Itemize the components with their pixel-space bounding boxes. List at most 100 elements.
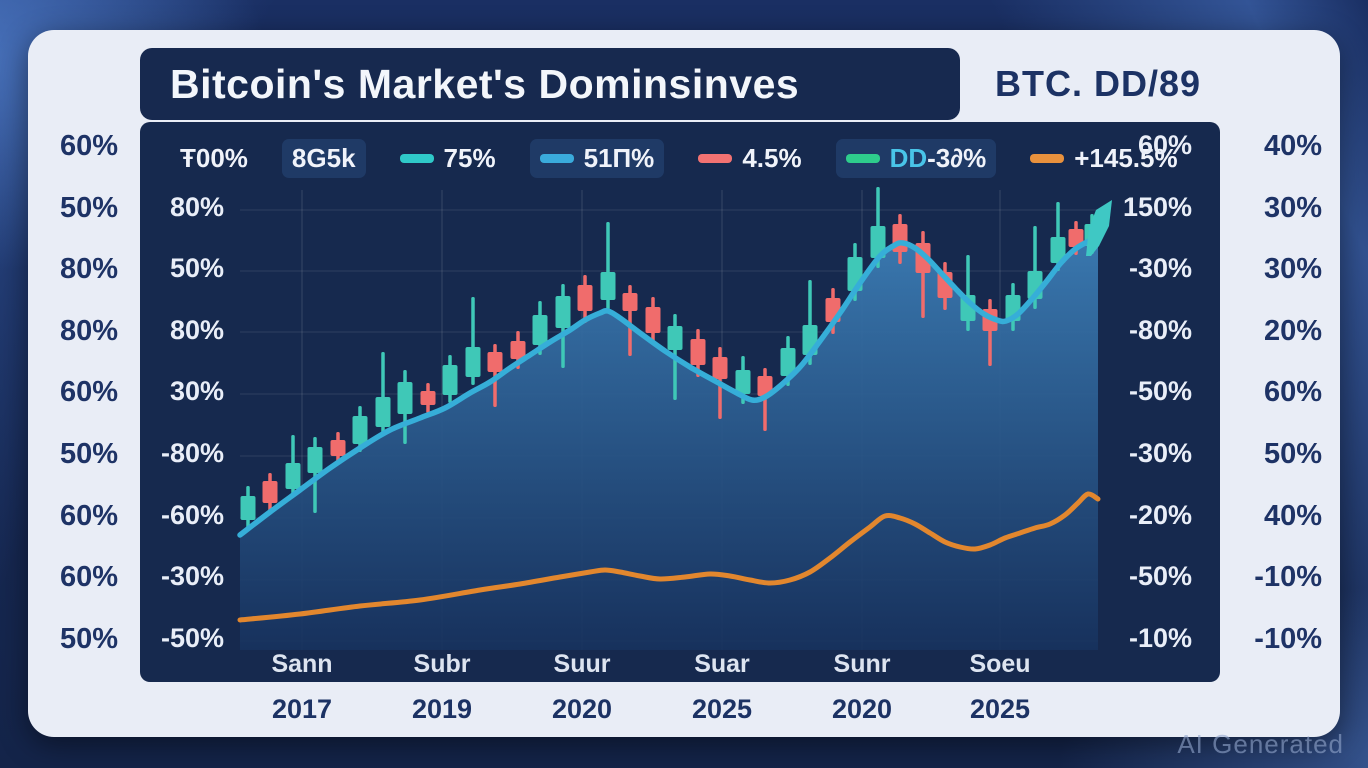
x-tick-label: 2017: [271, 694, 333, 724]
y-tick-label: 80%: [169, 191, 224, 222]
y-tick-label: 20%: [1263, 314, 1322, 347]
candle-body: [870, 226, 886, 258]
legend-label: DD-3∂%: [889, 142, 987, 173]
legend-swatch-icon: [1030, 153, 1065, 163]
chart-legend: Ŧ00% 8G5k 75% 51П% 4.5% DD-3∂% +145.5%: [170, 138, 1188, 178]
candle-body: [555, 296, 571, 328]
x-tick-label: Sann: [271, 650, 333, 678]
y-tick-label: 40%: [1263, 499, 1322, 532]
y-tick-label: 60%: [59, 376, 118, 409]
y-tick-label: 40%: [1263, 130, 1322, 162]
x-tick-label: 2019: [411, 694, 473, 724]
y-tick-label: 50%: [169, 253, 224, 284]
candle-body: [285, 463, 301, 489]
y-tick-label: 30%: [1263, 253, 1322, 286]
x-tick-label: Soeu: [969, 650, 1031, 678]
y-tick-label: -50%: [1128, 376, 1192, 407]
y-tick-label: -50%: [160, 622, 224, 653]
x-tick-label: 2020: [551, 694, 613, 724]
x-tick-label: Suar: [694, 650, 750, 678]
legend-label: 8G5k: [291, 142, 356, 173]
candle-body: [622, 293, 638, 311]
candle-body: [442, 365, 458, 395]
candle-body: [330, 440, 346, 456]
candle-body: [532, 315, 548, 345]
y-tick-label: 50%: [59, 622, 118, 655]
legend-label: +145.5%: [1074, 142, 1178, 173]
candle-body: [645, 307, 661, 333]
dominance-indicator-line: [237, 491, 1101, 623]
legend-item: 75%: [390, 139, 506, 178]
ai-generated-watermark: AI Generated: [1177, 729, 1344, 759]
y-tick-label: -30%: [1128, 438, 1192, 468]
candle-body: [757, 376, 773, 396]
y-tick-label: -50%: [1128, 561, 1192, 592]
legend-swatch-icon: [698, 153, 733, 163]
y-tick-label: -10%: [1254, 622, 1322, 655]
y-tick-label: -80%: [1128, 314, 1192, 345]
legend-item: +145.5%: [1020, 139, 1187, 178]
candle-body: [577, 285, 593, 311]
page-title: Bitcoin's Market's Dominsinves: [170, 60, 800, 107]
candle-body: [1050, 237, 1066, 263]
candle-body: [667, 326, 683, 350]
x-tick-label: 2025: [691, 694, 753, 724]
legend-label: Ŧ00%: [180, 142, 248, 173]
candle-body: [352, 416, 368, 444]
candle-body: [307, 447, 323, 473]
y-tick-label: -30%: [160, 561, 224, 592]
candle-body: [487, 352, 503, 372]
y-tick-label: -60%: [160, 499, 224, 530]
y-tick-label: 50%: [59, 438, 118, 470]
legend-label: 51П%: [583, 142, 655, 173]
y-tick-label: 50%: [1263, 438, 1322, 470]
y-tick-label: -10%: [1254, 561, 1322, 594]
y-tick-label: 80%: [59, 314, 118, 347]
moving-average-line: [237, 234, 1101, 538]
y-tick-label: 60%: [1263, 376, 1322, 409]
candle-body: [375, 397, 391, 427]
legend-label-prefix: DD: [889, 142, 928, 173]
candle-body: [240, 496, 256, 520]
candle-body: [712, 357, 728, 379]
legend-label: 75%: [443, 142, 496, 173]
y-tick-label: -20%: [1128, 499, 1192, 530]
title-bar: Bitcoin's Market's Dominsinves: [140, 48, 960, 120]
legend-label: 4.5%: [742, 142, 802, 173]
legend-item: DD-3∂%: [835, 138, 997, 178]
y-tick-label: 60%: [59, 499, 118, 532]
trend-flag-icon: [1086, 200, 1112, 256]
candle-body: [510, 341, 526, 359]
x-tick-label: Subr: [413, 650, 471, 678]
y-tick-label: 60%: [1137, 130, 1192, 160]
y-tick-label: 30%: [1263, 191, 1322, 224]
x-tick-label: Suur: [553, 650, 611, 678]
x-tick-label: 2020: [831, 694, 893, 724]
ma-area-fill: [240, 237, 1098, 650]
candle-body: [1068, 229, 1084, 247]
y-tick-label: 60%: [59, 130, 118, 162]
y-tick-label: 60%: [59, 561, 118, 594]
ticker-label: BTC. DD/89: [995, 63, 1202, 104]
candle-body: [397, 382, 413, 414]
legend-item: 8G5k: [281, 138, 366, 178]
price-chart-svg: [237, 187, 1112, 650]
y-tick-label: 30%: [169, 376, 224, 407]
candle-body: [420, 391, 436, 405]
candle-body: [735, 370, 751, 394]
y-tick-label: -80%: [160, 438, 224, 468]
y-tick-label: 50%: [59, 191, 118, 224]
y-tick-label: -30%: [1128, 253, 1192, 284]
y-tick-label: -10%: [1128, 622, 1192, 653]
legend-swatch-icon: [399, 153, 434, 163]
x-tick-label: 2025: [969, 694, 1031, 724]
legend-swatch-icon: [845, 153, 880, 163]
legend-item: Ŧ00%: [170, 139, 258, 178]
legend-item: 51П%: [529, 138, 665, 178]
legend-swatch-icon: [539, 153, 574, 163]
candle-body: [465, 347, 481, 377]
legend-item: 4.5%: [688, 139, 811, 178]
candle-body: [690, 339, 706, 365]
y-tick-label: 80%: [59, 253, 118, 286]
